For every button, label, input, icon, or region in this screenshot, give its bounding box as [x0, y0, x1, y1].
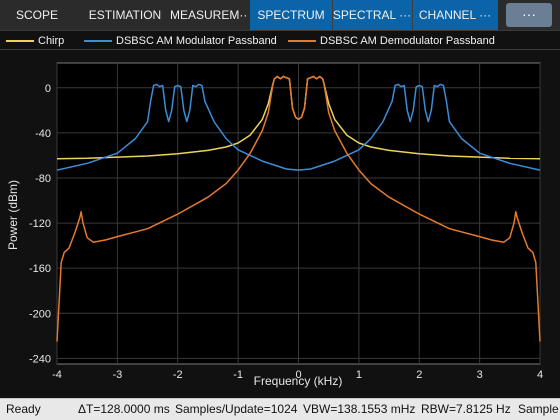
y-tick-label: -160: [29, 263, 51, 275]
legend-item-modulator[interactable]: DSBSC AM Modulator Passband: [84, 34, 277, 48]
status-rbw: RBW=7.8125 Hz: [421, 402, 511, 416]
legend-label: DSBSC AM Demodulator Passband: [320, 35, 495, 47]
y-tick-labels: 0 -40 -80 -120 -160 -200 -240: [29, 83, 51, 366]
y-tick-label: -40: [35, 128, 51, 140]
x-tick-labels: -4 -3 -2 -1 0 1 2 3 4: [52, 369, 543, 381]
x-axis-label: Frequency (kHz): [254, 374, 343, 388]
tab-spectral-mask[interactable]: SPECTRAL ···: [332, 0, 412, 30]
x-tick-label: 0: [295, 369, 301, 381]
legend-line-icon: [6, 40, 34, 43]
x-tick-label: -2: [173, 369, 183, 381]
x-tick-label: -1: [233, 369, 243, 381]
status-samples-trunc: Sample: [518, 402, 559, 416]
legend-item-chirp[interactable]: Chirp: [6, 34, 64, 48]
status-ready: Ready: [6, 402, 41, 416]
plot-legend: Chirp DSBSC AM Modulator Passband DSBSC …: [0, 30, 560, 50]
series-line-demodulator[interactable]: [56, 75, 541, 342]
series-line-modulator[interactable]: [56, 83, 541, 171]
y-tick-label: -200: [29, 308, 51, 320]
status-samples-update: Samples/Update=1024: [175, 402, 298, 416]
x-tick-label: 3: [477, 369, 483, 381]
tab-divider: [332, 0, 333, 30]
tab-measurements[interactable]: MEASUREM···: [170, 8, 248, 22]
status-bar: Ready ΔT=128.0000 ms Samples/Update=1024…: [0, 398, 560, 420]
toolstrip-tabs: SCOPE ESTIMATION MEASUREM··· SPECTRUM SP…: [0, 0, 560, 30]
legend-item-demodulator[interactable]: DSBSC AM Demodulator Passband: [288, 34, 495, 48]
legend-label: DSBSC AM Modulator Passband: [116, 35, 277, 47]
legend-line-icon: [84, 40, 112, 43]
y-tick-label: -120: [29, 218, 51, 230]
status-vbw: VBW=138.1553 mHz: [303, 402, 416, 416]
x-tick-label: 1: [356, 369, 362, 381]
x-tick-label: -3: [112, 369, 122, 381]
legend-line-icon: [288, 40, 316, 43]
y-tick-label: -80: [35, 173, 51, 185]
tab-divider: [412, 0, 413, 30]
toolstrip-overflow-button[interactable]: ···: [506, 3, 552, 27]
tab-spectrum[interactable]: SPECTRUM: [250, 0, 332, 30]
legend-label: Chirp: [38, 35, 65, 47]
x-tick-label: 2: [416, 369, 422, 381]
tab-scope[interactable]: SCOPE: [15, 8, 58, 22]
y-axis-label: Power (dBm): [6, 180, 20, 250]
spectrum-plot-panel: -4 -3 -2 -1 0 1 2 3 4 0 -40 -80 -120 -160 -200 -240 Fr…: [0, 50, 560, 398]
status-delta-t: ΔT=128.0000 ms: [78, 402, 170, 416]
grid-lines: [56, 63, 541, 364]
x-tick-label: 4: [537, 369, 543, 381]
tab-channel-measurements[interactable]: CHANNEL ···: [412, 0, 498, 30]
tab-estimation[interactable]: ESTIMATION: [88, 8, 162, 22]
series-lines: [56, 75, 541, 342]
y-tick-label: -240: [29, 353, 51, 365]
y-tick-label: 0: [45, 83, 51, 95]
x-tick-label: -4: [52, 369, 62, 381]
spectrum-chart[interactable]: -4 -3 -2 -1 0 1 2 3 4 0 -40 -80 -120 -160 -200 -240 Fr…: [0, 50, 560, 398]
